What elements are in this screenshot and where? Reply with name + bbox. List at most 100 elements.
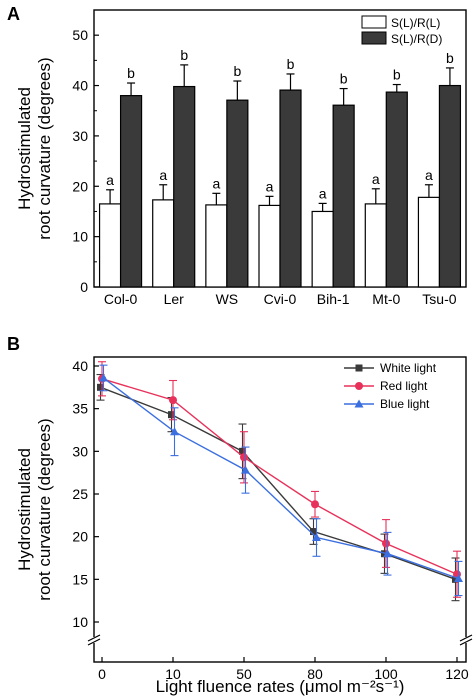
panel-b-x-axis-label: Light fluence rates (μmol m⁻²s⁻¹) xyxy=(156,677,405,696)
panel-a-bar xyxy=(258,204,281,288)
panel-b-x-tick-label: 0 xyxy=(98,666,106,682)
panel-b-data-point xyxy=(99,373,108,382)
panel-a-legend-label: S(L)/R(D) xyxy=(391,32,442,46)
panel-b-data-point xyxy=(383,549,392,558)
panel-b-legend-label: Red light xyxy=(380,379,428,393)
panel-a-bar xyxy=(364,203,387,288)
panel-a-bar xyxy=(205,204,228,288)
panel-b-y-tick-label: 35 xyxy=(72,401,88,417)
panel-a-bar xyxy=(152,199,175,288)
panel-b-data-point xyxy=(312,533,321,542)
panel-a-bar xyxy=(385,91,408,288)
panel-b-series-line xyxy=(101,378,458,575)
panel-b-x-tick-label: 50 xyxy=(236,666,252,682)
panel-b-axis-break-mark xyxy=(87,634,101,642)
panel-b-data-point xyxy=(168,411,175,419)
panel-a-x-tick-label: Mt-0 xyxy=(372,291,400,307)
panel-a-x-tick-label: WS xyxy=(216,291,239,307)
panel-a-significance-label: b xyxy=(340,71,348,87)
panel-a-significance-label: a xyxy=(372,171,380,187)
panel-a-y-tick-label: 30 xyxy=(72,128,88,144)
panel-b-y-tick-label: 15 xyxy=(72,571,88,587)
panel-b-data-point xyxy=(311,500,319,509)
panel-a-y-tick-label: 10 xyxy=(72,229,88,245)
panel-b-data-point xyxy=(169,396,177,405)
panel-a-significance-label: a xyxy=(319,185,327,201)
panel-b-y-tick-label: 40 xyxy=(72,358,88,374)
panel-a-x-tick-label: Tsu-0 xyxy=(422,291,456,307)
panel-b-legend-marker xyxy=(355,382,363,390)
panel-a-x-tick-label: Bih-1 xyxy=(317,291,350,307)
panel-a-y-tick-label: 20 xyxy=(72,178,88,194)
panel-a-significance-label: b xyxy=(233,63,241,79)
panel-b-data-point xyxy=(382,539,390,548)
panel-b-series xyxy=(98,361,461,598)
panel-a-y-tick-label: 0 xyxy=(80,279,88,295)
panel-b-data-point xyxy=(310,528,317,536)
panel-b-axis-break-mark xyxy=(459,634,473,642)
panel-b-x-tick-label: 10 xyxy=(165,666,181,682)
panel-a-significance-label: b xyxy=(180,47,188,63)
panel-b-legend-label: White light xyxy=(380,361,437,375)
panel-a-significance-label: a xyxy=(425,167,433,183)
panel-b-legend: White light Red light Blue light xyxy=(344,361,437,411)
panel-b-data-point xyxy=(97,383,104,391)
panel-a-significance-label: b xyxy=(287,56,295,72)
panel-b-legend-marker xyxy=(355,364,363,372)
panel-b-series xyxy=(99,364,463,597)
panel-b-axis-break-mark xyxy=(87,638,101,646)
panel-b-axis-break-mark xyxy=(459,638,473,646)
panel-a-bar xyxy=(98,203,122,288)
panel-b-axis-break-gap xyxy=(460,637,472,643)
panel-b-legend-label: Blue light xyxy=(380,397,430,411)
panel-a-y-tick-label: 50 xyxy=(72,27,88,43)
panel-a-bar xyxy=(438,84,462,288)
panel-b-data-point xyxy=(170,427,179,436)
panel-b-x-tick-label: 120 xyxy=(445,666,469,682)
panel-a-significance-label: a xyxy=(106,172,114,188)
panel-a-significance-label: a xyxy=(212,175,220,191)
panel-b-y-tick-label: 10 xyxy=(72,614,88,630)
panel-a-bar xyxy=(119,95,143,288)
panel-b-data-point xyxy=(240,453,248,462)
panel-b-data-point xyxy=(239,447,246,455)
panel-b-y-tick-label: 20 xyxy=(72,529,88,545)
panel-a-significance-label: b xyxy=(127,65,135,81)
panel-b-y-label-line2: root curvature (degrees) xyxy=(35,418,54,600)
panel-b-y-label-line1: Hydrostimulated xyxy=(15,448,34,571)
panel-a-letter: A xyxy=(7,4,20,24)
panel-a-significance-label: b xyxy=(393,67,401,83)
panel-a-y-axis-label: Hydrostimulated root curvature (degrees) xyxy=(15,57,54,239)
panel-a-legend-swatch xyxy=(361,15,387,29)
panel-a-significance-label: b xyxy=(446,50,454,66)
panel-b-data-point xyxy=(454,573,463,582)
panel-b-x-tick-label: 100 xyxy=(374,666,398,682)
panel-a-bar xyxy=(279,89,302,288)
panel-b-series-line xyxy=(103,377,459,580)
panel-b: B 10 15 20 25 30 35 40 Hydrostimulated root curva… xyxy=(7,334,473,696)
panel-a-significance-label: a xyxy=(266,178,274,194)
panel-b-legend-marker xyxy=(354,399,364,408)
panel-a-legend-label: S(L)/R(L) xyxy=(391,16,440,30)
panel-a-y-tick-label: 40 xyxy=(72,78,88,94)
panel-b-axes-frame xyxy=(93,356,467,663)
panel-a-x-tick-label: Ler xyxy=(164,291,185,307)
panel-a-y-label-line1: Hydrostimulated xyxy=(15,87,34,210)
panel-a-x-tick-label: Cvi-0 xyxy=(264,291,297,307)
panel-a-bar xyxy=(417,196,441,288)
panel-a: A 0 10 20 30 40 50 Hydrostimulated root curvatur… xyxy=(7,4,467,307)
panel-a-significance-label: a xyxy=(159,167,167,183)
panel-b-axis-break-gap xyxy=(88,637,100,643)
panel-a-x-tick-label: Col-0 xyxy=(104,291,138,307)
panel-b-y-tick-label: 30 xyxy=(72,443,88,459)
panel-a-bar xyxy=(226,99,249,288)
panel-b-data-point xyxy=(241,465,250,474)
panel-b-y-axis-label: Hydrostimulated root curvature (degrees) xyxy=(15,418,54,600)
panel-a-y-label-line2: root curvature (degrees) xyxy=(35,57,54,239)
panel-b-x-tick-label: 80 xyxy=(307,666,323,682)
panel-b-series-line xyxy=(100,386,456,580)
panel-b-letter: B xyxy=(7,334,20,354)
panel-a-legend-swatch xyxy=(361,31,387,45)
panel-a-legend: S(L)/R(L) S(L)/R(D) xyxy=(361,15,442,46)
